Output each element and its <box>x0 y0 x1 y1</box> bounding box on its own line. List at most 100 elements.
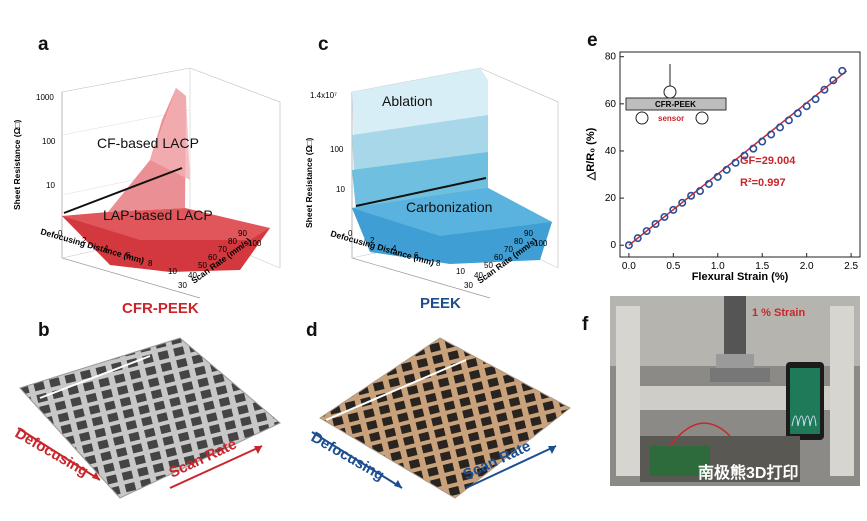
data-point <box>722 165 731 174</box>
panel-c-x-tick: 8 <box>436 259 441 268</box>
data-point <box>802 102 811 111</box>
panel-a-caption: CFR-PEEK <box>122 300 199 317</box>
panel-f-test-photo: 1 % Strain 南极熊3D打印 <box>610 296 860 486</box>
panel-a-annotation-bottom: LAP-based LACP <box>103 207 213 223</box>
data-point <box>669 205 678 214</box>
panel-a-letter: a <box>38 34 49 55</box>
panel-a-x-tick: 6 <box>126 251 131 260</box>
y-tick-label: 80 <box>605 52 617 63</box>
panel-c-x-tick: 6 <box>414 251 419 260</box>
data-point <box>829 76 838 85</box>
panel-c-x-tick: 0 <box>348 229 353 238</box>
panel-a-z-tick: 10 <box>46 181 55 190</box>
panel-c-y-tick: 90 <box>524 229 533 238</box>
panel-c-surface-plot: Ablation Carbonization 1.4x10⁷ 100 10 Sh… <box>304 67 559 299</box>
panel-a-y-tick: 100 <box>248 239 262 248</box>
panel-a-x-tick: 2 <box>82 236 87 245</box>
data-point <box>811 95 820 104</box>
panel-a-y-tick: 40 <box>188 271 197 280</box>
panel-c-y-tick: 30 <box>464 281 473 290</box>
x-tick-label: 1.5 <box>755 261 769 272</box>
data-point <box>651 220 660 229</box>
panel-d-letter: d <box>306 320 318 341</box>
panel-c-z-tick: 100 <box>330 145 344 154</box>
data-point <box>731 158 740 167</box>
panel-c-y-tick: 80 <box>514 237 523 246</box>
fit-line <box>628 70 848 246</box>
y-axis-label: △R/R₀ (%) <box>585 127 597 181</box>
panel-c-caption: PEEK <box>420 295 461 312</box>
panel-c-letter: c <box>318 34 329 55</box>
panel-a-z-label: Sheet Resistance (Ω□) <box>12 119 22 210</box>
panel-c-y-tick: 60 <box>494 253 503 262</box>
data-point <box>838 66 847 75</box>
data-point <box>784 116 793 125</box>
panel-b-letter: b <box>38 320 50 341</box>
panel-d-sample-photo: Defocusing Scan Rate <box>308 337 571 499</box>
data-point <box>713 172 722 181</box>
panel-a-x-tick: 8 <box>148 259 153 268</box>
inset-setup-illustration: CFR-PEEK sensor <box>625 64 727 125</box>
panel-a-x-tick: 4 <box>104 244 109 253</box>
panel-a-annotation-top: CF-based LACP <box>97 135 199 151</box>
x-tick-label: 0.5 <box>666 261 680 272</box>
panel-a-x-tick: 0 <box>58 229 63 238</box>
panel-a-z-tick: 100 <box>42 137 56 146</box>
data-point <box>660 212 669 221</box>
panel-a-x-tick: 10 <box>168 267 177 276</box>
x-tick-label: 1.0 <box>711 261 725 272</box>
data-point <box>704 179 713 188</box>
data-point <box>793 109 802 118</box>
inset-label: CFR-PEEK <box>655 100 696 109</box>
data-point <box>642 227 651 236</box>
panel-a-y-tick: 30 <box>178 281 187 290</box>
data-point <box>820 85 829 94</box>
panel-b-sample-photo: Defocusing Scan Rate <box>12 337 281 499</box>
inset-sensor-label: sensor <box>658 114 684 123</box>
data-point <box>767 130 776 139</box>
panel-c-y-tick: 50 <box>484 261 493 270</box>
y-tick-label: 60 <box>605 99 617 110</box>
panel-c-y-tick: 40 <box>474 271 483 280</box>
panel-a-surface-plot: CF-based LACP LAP-based LACP 1000 100 10… <box>12 67 281 299</box>
data-point <box>687 191 696 200</box>
panel-a-y-tick: 60 <box>208 253 217 262</box>
x-tick-label: 2.0 <box>800 261 814 272</box>
panel-c-z-label: Sheet Resistance (Ω□) <box>304 137 314 228</box>
panel-a-y-tick: 80 <box>228 237 237 246</box>
panel-a-y-tick: 70 <box>218 245 227 254</box>
data-point <box>758 137 767 146</box>
y-tick-label: 20 <box>605 193 617 204</box>
panel-c-annotation-bottom: Carbonization <box>406 199 492 215</box>
watermark: 南极熊3D打印 <box>698 463 798 482</box>
panel-f-strain-label: 1 % Strain <box>752 307 805 319</box>
panel-c-x-tick: 2 <box>370 236 375 245</box>
x-tick-label: 0.0 <box>622 261 636 272</box>
panel-c-annotation-top: Ablation <box>382 93 433 109</box>
x-tick-label: 2.5 <box>844 261 858 272</box>
panel-c-z-tick: 10 <box>336 185 345 194</box>
r2-annotation: R²=0.997 <box>740 177 786 189</box>
panel-c-x-tick: 4 <box>392 244 397 253</box>
y-tick-label: 40 <box>605 146 617 157</box>
gf-annotation: GF=29.004 <box>740 155 796 167</box>
panel-a-y-tick: 90 <box>238 229 247 238</box>
data-point <box>776 123 785 132</box>
panel-c-z-tick: 1.4x10⁷ <box>310 91 337 100</box>
panel-c-y-tick: 70 <box>504 245 513 254</box>
x-axis-label: Flexural Strain (%) <box>692 271 789 283</box>
data-point <box>678 198 687 207</box>
data-point <box>740 151 749 160</box>
panel-f-letter: f <box>582 314 589 335</box>
panel-a-z-tick: 1000 <box>36 93 54 102</box>
panel-e-letter: e <box>587 30 598 51</box>
data-point <box>696 187 705 196</box>
panel-c-x-tick: 10 <box>456 267 465 276</box>
y-tick-label: 0 <box>610 240 616 251</box>
panel-a-y-tick: 50 <box>198 261 207 270</box>
panel-c-y-tick: 100 <box>534 239 548 248</box>
data-point <box>624 241 633 250</box>
data-point <box>749 144 758 153</box>
data-point <box>633 234 642 243</box>
panel-e-chart: 0.0 0.5 1.0 1.5 2.0 2.5 0 20 40 60 80 CFR-PEEK sen… <box>585 51 861 283</box>
